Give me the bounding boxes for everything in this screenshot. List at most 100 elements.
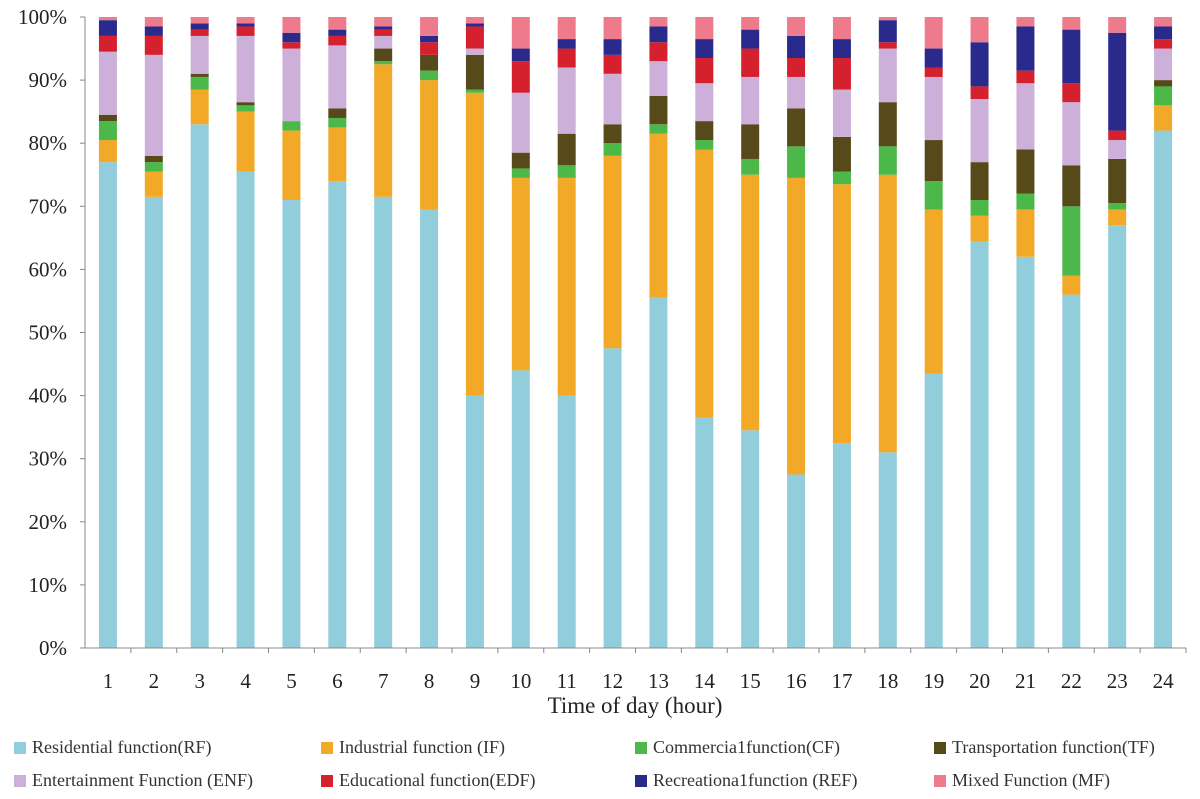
bar-segment (970, 215, 989, 242)
bar-segment (144, 26, 163, 36)
bar-segment (98, 20, 117, 36)
bar-segment (832, 136, 851, 172)
x-tick-label: 20 (969, 669, 990, 693)
bar-segment (1016, 26, 1035, 71)
bar-segment (420, 80, 439, 210)
bar-segment (420, 209, 439, 648)
legend-swatch (321, 741, 333, 754)
bar-segment (1154, 130, 1173, 648)
bar-segment (511, 370, 530, 648)
legend-item: Mixed Function (MF) (934, 770, 1110, 791)
bar-segment (328, 45, 347, 109)
bar-segment (144, 162, 163, 172)
bar-segment (649, 133, 668, 298)
x-tick-label: 6 (332, 669, 343, 693)
bar-segment (695, 83, 714, 122)
bar-segment (511, 177, 530, 371)
bar-segment (970, 99, 989, 163)
bar-segment (374, 17, 393, 27)
bar-segment (511, 92, 530, 153)
x-tick-label: 22 (1061, 669, 1082, 693)
bar-segment (649, 42, 668, 62)
x-tick-label: 4 (240, 669, 251, 693)
bar-segment (282, 130, 301, 200)
bar-segment (328, 17, 347, 30)
bar-segment (649, 124, 668, 134)
bar-segment (282, 32, 301, 43)
bar-segment (603, 348, 622, 648)
x-tick-label: 14 (694, 669, 716, 693)
bar-segment (190, 89, 209, 125)
bar-segment (1154, 105, 1173, 131)
bar-segment (511, 17, 530, 49)
x-tick-label: 17 (831, 669, 852, 693)
bar-segment (282, 42, 301, 49)
legend-item: Industrial function (IF) (321, 737, 505, 758)
bar-segment (741, 124, 760, 159)
bar-segment (98, 140, 117, 163)
bar-segment (1062, 83, 1081, 103)
bar-segment (144, 196, 163, 648)
bar-segment (420, 35, 439, 43)
bar-segment (557, 67, 576, 134)
bar-segment (1108, 130, 1127, 141)
bar-segment (465, 54, 484, 90)
bar-segment (970, 241, 989, 648)
y-tick-label: 0% (39, 636, 67, 660)
bar-segment (144, 171, 163, 197)
bar-segment (1062, 206, 1081, 276)
legend-label: Educational function(EDF) (339, 770, 536, 790)
bar-segment (1062, 294, 1081, 648)
bar-segment (924, 76, 943, 141)
bar-segment (190, 23, 209, 30)
legend-label: Entertainment Function (ENF) (32, 770, 253, 790)
bar-segment (1062, 102, 1081, 166)
legend-item: Residential function(RF) (14, 737, 211, 758)
bar-segment (465, 92, 484, 396)
bar-segment (649, 297, 668, 648)
bar-segment (1062, 275, 1081, 295)
bar-segment (98, 51, 117, 115)
bar-segment (970, 199, 989, 216)
bar-segment (603, 17, 622, 40)
bar-segment (695, 417, 714, 648)
x-tick-label: 9 (470, 669, 481, 693)
legend-label: Recreationa1function (REF) (653, 770, 858, 790)
bar-segment (787, 58, 806, 77)
legend-item: Transportation function(TF) (934, 737, 1155, 758)
x-axis-title: Time of day (hour) (548, 693, 723, 718)
x-tick-label: 5 (286, 669, 297, 693)
bar-segment (374, 26, 393, 30)
bar-segment (374, 196, 393, 648)
x-tick-label: 3 (194, 669, 205, 693)
bar-segment (832, 58, 851, 90)
bar-segment (465, 26, 484, 49)
bar-segment (741, 29, 760, 49)
bar-segment (511, 61, 530, 93)
bar-segment (741, 158, 760, 175)
x-tick-label: 7 (378, 669, 389, 693)
bar-segment (98, 121, 117, 141)
x-tick-label: 12 (602, 669, 623, 693)
bar-segment (144, 155, 163, 163)
bar-segment (878, 48, 897, 103)
bar-segment (832, 184, 851, 443)
bar-segment (1108, 225, 1127, 649)
bar-segment (924, 373, 943, 648)
bar-segment (741, 174, 760, 431)
bar-segment (1062, 17, 1081, 30)
bar-segment (832, 89, 851, 137)
bar-segment (695, 17, 714, 40)
bar-segment (557, 48, 576, 68)
x-tick-label: 11 (557, 669, 577, 693)
bar-segment (1154, 26, 1173, 40)
bar-segment (603, 39, 622, 55)
bar-segment (741, 17, 760, 30)
bar-segment (465, 395, 484, 648)
bar-segment (236, 111, 255, 172)
bar-segment (970, 42, 989, 87)
x-tick-label: 24 (1153, 669, 1175, 693)
bar-segment (649, 95, 668, 125)
bar-segment (190, 124, 209, 648)
bar-segment (787, 76, 806, 109)
